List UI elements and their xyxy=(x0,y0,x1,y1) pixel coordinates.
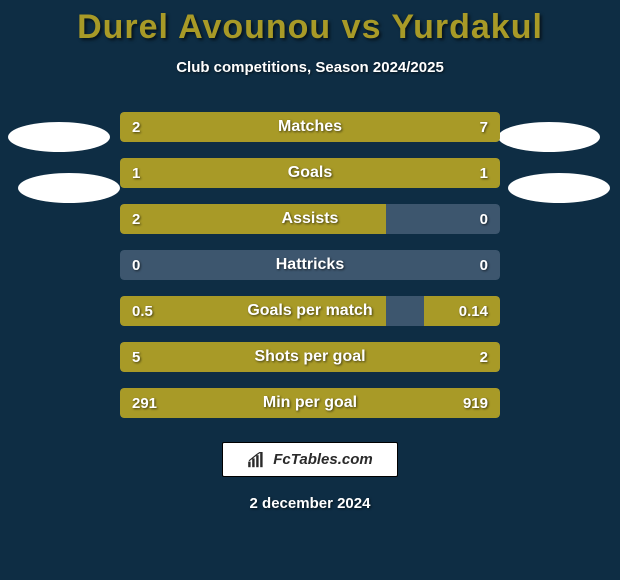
player1-name: Durel Avounou xyxy=(77,8,331,46)
player-oval xyxy=(8,122,110,152)
stat-row: 20Assists xyxy=(120,204,500,234)
stat-row: 52Shots per goal xyxy=(120,342,500,372)
stat-label: Min per goal xyxy=(120,388,500,418)
footer-brand-box: FcTables.com xyxy=(222,442,397,477)
stat-row: 11Goals xyxy=(120,158,500,188)
player2-name: Yurdakul xyxy=(391,8,543,46)
stat-label: Hattricks xyxy=(120,250,500,280)
subtitle: Club competitions, Season 2024/2025 xyxy=(176,59,444,76)
vs-text: vs xyxy=(342,8,382,46)
stat-label: Assists xyxy=(120,204,500,234)
stat-row: 00Hattricks xyxy=(120,250,500,280)
stat-row: 27Matches xyxy=(120,112,500,142)
page-title: Durel Avounou vs Yurdakul xyxy=(77,8,543,47)
date-text: 2 december 2024 xyxy=(250,495,371,512)
stat-row: 0.50.14Goals per match xyxy=(120,296,500,326)
stat-label: Matches xyxy=(120,112,500,142)
stat-label: Goals xyxy=(120,158,500,188)
stat-label: Shots per goal xyxy=(120,342,500,372)
player-oval xyxy=(18,173,120,203)
footer-brand-text: FcTables.com xyxy=(273,451,372,468)
player-oval xyxy=(508,173,610,203)
stat-row: 291919Min per goal xyxy=(120,388,500,418)
chart-icon xyxy=(247,452,267,468)
stats-area: 27Matches 11Goals 20Assists 00Hattricks 0.50… xyxy=(120,112,500,418)
player-oval xyxy=(498,122,600,152)
stat-label: Goals per match xyxy=(120,296,500,326)
comparison-card: Durel Avounou vs Yurdakul Club competiti… xyxy=(0,0,620,580)
